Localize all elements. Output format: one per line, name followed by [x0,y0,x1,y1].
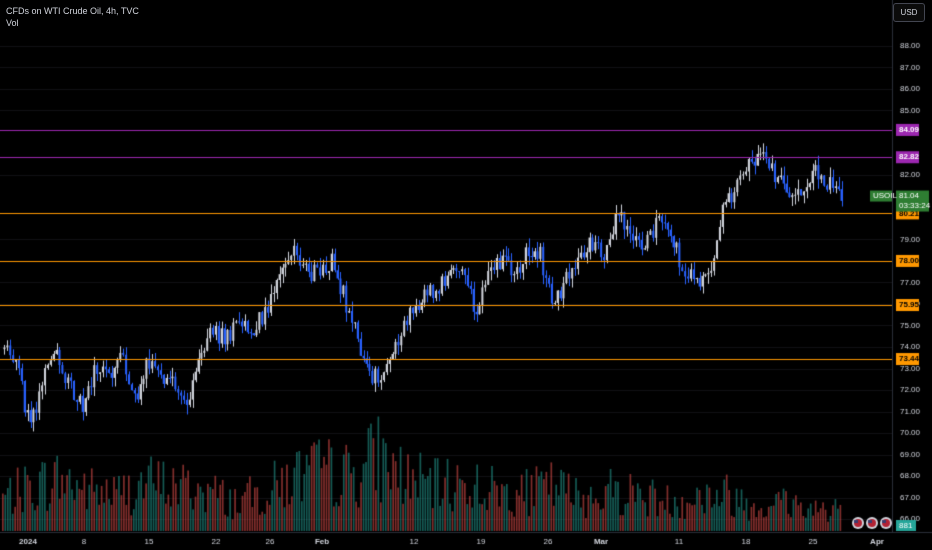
currency-button[interactable]: USD [893,3,925,22]
chart-legend: CFDs on WTI Crude Oil, 4h, TVC Vol [6,5,139,29]
volume-label: Vol [6,18,19,28]
chart-title: CFDs on WTI Crude Oil, 4h, TVC [6,6,139,16]
